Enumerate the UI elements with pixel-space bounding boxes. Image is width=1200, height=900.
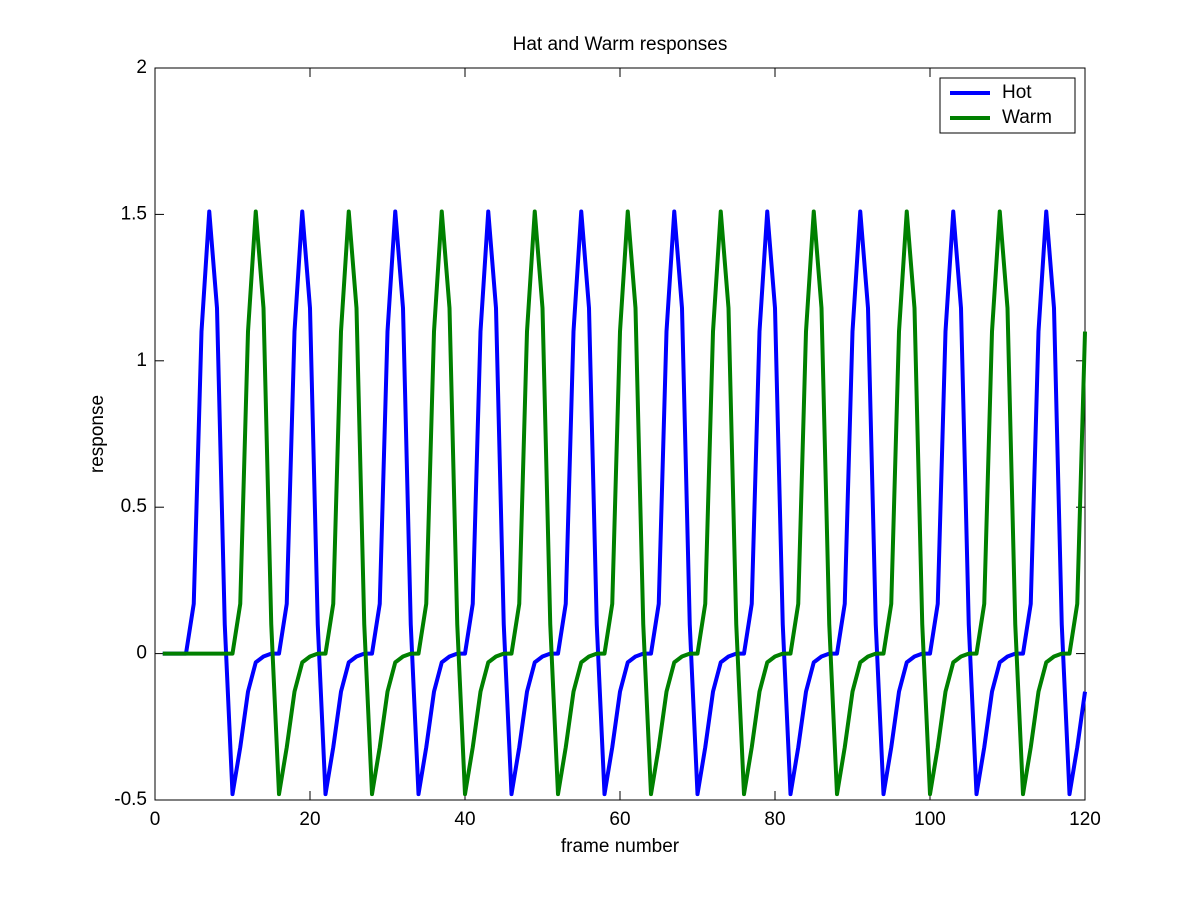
legend-box: [939, 77, 1076, 134]
x-tick-label: 20: [299, 809, 320, 830]
data-line: [162, 209, 1087, 797]
y-axis-label: response: [87, 395, 108, 473]
y-tick-label: 1: [136, 350, 147, 371]
y-tick-label: -0.5: [114, 789, 147, 810]
y-tick-label: 0.5: [121, 496, 147, 517]
y-tick-label: 0: [136, 643, 147, 664]
data-line: [162, 209, 1087, 797]
x-tick-label: 0: [150, 809, 161, 830]
x-tick-label: 60: [609, 809, 630, 830]
x-tick-label: 120: [1069, 809, 1101, 830]
x-tick-label: 80: [764, 809, 785, 830]
y-tick-label: 2: [136, 57, 147, 78]
x-tick-label: 40: [454, 809, 475, 830]
x-tick-label: 100: [914, 809, 946, 830]
x-axis-label: frame number: [561, 836, 680, 857]
y-tick-label: 1.5: [121, 203, 147, 224]
legend-label: Warm: [1002, 107, 1052, 128]
legend-label: Hot: [1002, 82, 1032, 103]
chart-title: Hat and Warm responses: [513, 34, 728, 55]
plot-area: [154, 67, 1086, 801]
